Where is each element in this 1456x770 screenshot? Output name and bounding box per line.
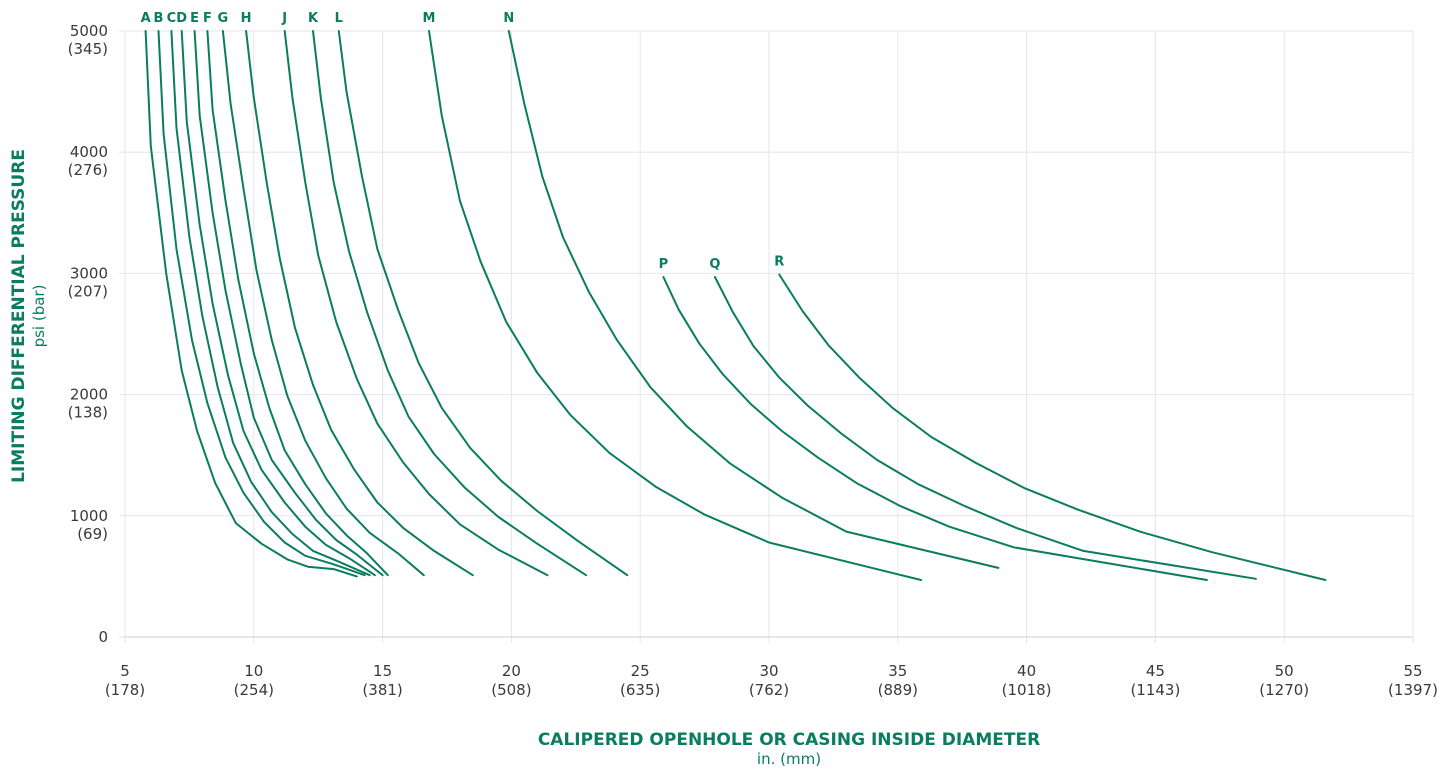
y-tick-sublabel: (138) bbox=[68, 404, 108, 422]
curve-J bbox=[283, 30, 549, 577]
x-tick-label: 20 bbox=[502, 662, 521, 680]
x-tick-sublabel: (1143) bbox=[1130, 681, 1180, 699]
x-tick-sublabel: (889) bbox=[878, 681, 918, 699]
curve-A bbox=[144, 30, 358, 578]
y-tick-label: 4000 bbox=[70, 143, 108, 161]
curve-L bbox=[337, 30, 629, 577]
curve-C bbox=[170, 30, 371, 577]
curve-F bbox=[206, 30, 389, 577]
x-tick-sublabel: (635) bbox=[620, 681, 660, 699]
curve-label-M: M bbox=[422, 11, 435, 26]
curve-K bbox=[312, 30, 588, 577]
x-tick-sublabel: (1397) bbox=[1388, 681, 1438, 699]
x-tick-sublabel: (762) bbox=[749, 681, 789, 699]
curve-label-D: D bbox=[176, 11, 187, 26]
curve-R bbox=[778, 273, 1327, 581]
y-axis-unit: psi (bar) bbox=[30, 285, 48, 348]
curve-Q bbox=[713, 276, 1257, 580]
curve-labels: A B C D E F G H J K L M N P Q R bbox=[141, 11, 785, 272]
x-tick-sublabel: (178) bbox=[105, 681, 145, 699]
x-tick-label: 45 bbox=[1146, 662, 1165, 680]
y-tick-sublabel: (345) bbox=[68, 40, 108, 58]
x-tick-sublabel: (1018) bbox=[1002, 681, 1052, 699]
curve-label-L: L bbox=[335, 11, 343, 26]
y-tick-sublabel: (69) bbox=[77, 525, 108, 543]
curve-label-N: N bbox=[503, 11, 514, 26]
curve-label-H: H bbox=[241, 11, 252, 26]
curve-label-G: G bbox=[218, 11, 229, 26]
curve-G bbox=[221, 30, 425, 577]
x-tick-label: 55 bbox=[1403, 662, 1422, 680]
x-tick-label: 25 bbox=[631, 662, 650, 680]
curve-E bbox=[193, 30, 384, 577]
x-axis-unit: in. (mm) bbox=[757, 750, 821, 768]
x-tick-sublabel: (508) bbox=[491, 681, 531, 699]
y-axis-ticks: 0 1000(69) 2000(138) 3000(207) 4000(276) 5000… bbox=[68, 22, 108, 646]
curve-label-F: F bbox=[203, 11, 212, 26]
curves bbox=[144, 30, 1327, 581]
x-tick-sublabel: (254) bbox=[234, 681, 274, 699]
curve-label-A: A bbox=[141, 11, 151, 26]
curve-P bbox=[662, 276, 1208, 581]
x-tick-sublabel: (1270) bbox=[1259, 681, 1309, 699]
y-axis-title: LIMITING DIFFERENTIAL PRESSURE bbox=[9, 149, 29, 483]
y-tick-sublabel: (207) bbox=[68, 282, 108, 300]
curve-label-C: C bbox=[167, 11, 177, 26]
curve-label-J: J bbox=[281, 11, 287, 26]
x-tick-label: 30 bbox=[759, 662, 778, 680]
curve-label-E: E bbox=[190, 11, 199, 26]
x-axis-title: CALIPERED OPENHOLE OR CASING INSIDE DIAM… bbox=[538, 730, 1040, 750]
x-tick-label: 15 bbox=[373, 662, 392, 680]
curve-D bbox=[180, 30, 376, 577]
x-tick-label: 10 bbox=[244, 662, 263, 680]
x-axis-ticks: 5(178) 10(254) 15(381) 20(508) 25(635) 30(762… bbox=[105, 662, 1438, 699]
curve-label-B: B bbox=[154, 11, 164, 26]
x-tick-label: 5 bbox=[120, 662, 130, 680]
curve-label-R: R bbox=[774, 255, 784, 270]
curve-B bbox=[157, 30, 366, 577]
curve-label-K: K bbox=[308, 11, 319, 26]
y-tick-label: 1000 bbox=[70, 507, 108, 525]
x-tick-label: 40 bbox=[1017, 662, 1036, 680]
y-tick-label: 2000 bbox=[70, 386, 108, 404]
y-tick-label: 0 bbox=[98, 628, 108, 646]
x-tick-sublabel: (381) bbox=[362, 681, 402, 699]
x-tick-label: 35 bbox=[888, 662, 907, 680]
curve-H bbox=[245, 30, 474, 577]
curve-label-Q: Q bbox=[709, 257, 720, 272]
curve-M bbox=[428, 30, 922, 581]
grid bbox=[119, 30, 1414, 643]
y-tick-sublabel: (276) bbox=[68, 161, 108, 179]
x-tick-label: 50 bbox=[1275, 662, 1294, 680]
curve-label-P: P bbox=[659, 257, 669, 272]
y-tick-label: 3000 bbox=[70, 264, 108, 282]
curve-N bbox=[507, 30, 1000, 569]
y-tick-label: 5000 bbox=[70, 22, 108, 40]
